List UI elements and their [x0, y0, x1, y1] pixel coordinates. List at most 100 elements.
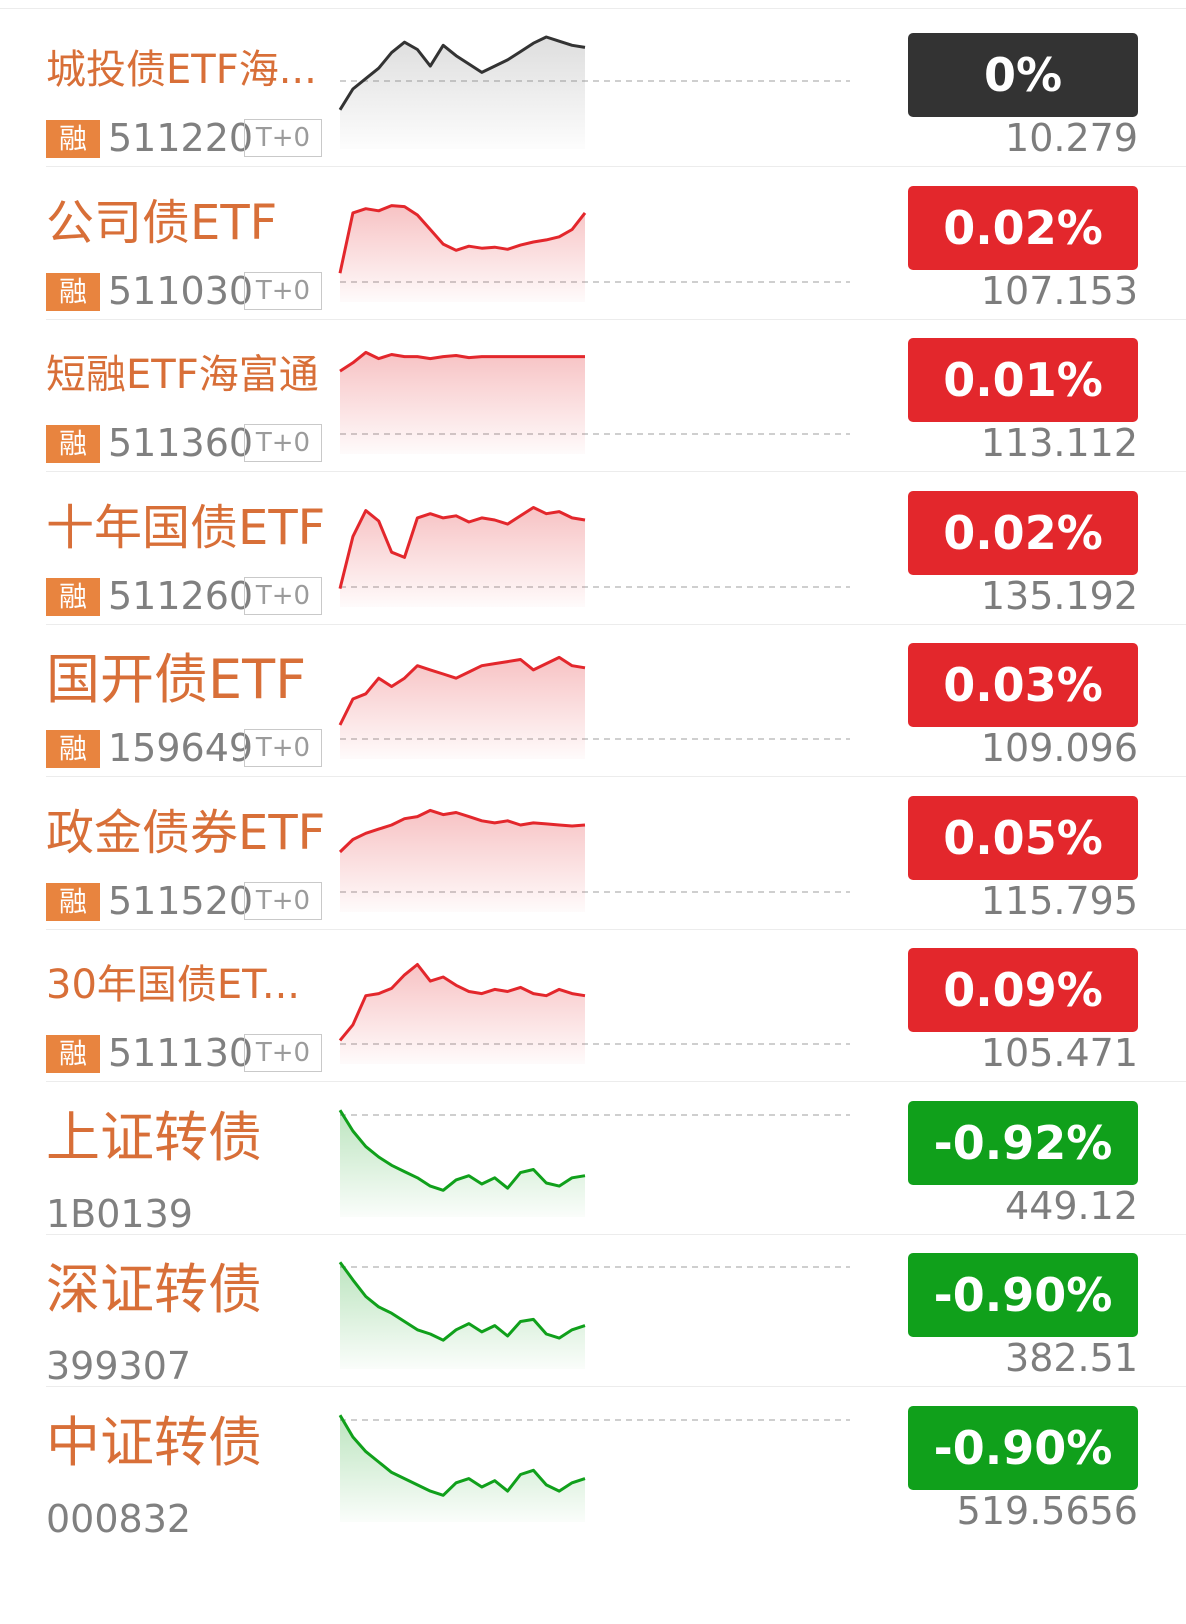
last-price: 382.51 — [1005, 1336, 1138, 1380]
quote-row[interactable]: 政金债券ETF 融 511520 T+0 0.05% 115.795 — [0, 772, 1186, 930]
sparkline-area — [340, 1262, 585, 1369]
quote-row[interactable]: 国开债ETF 融 159649 T+0 0.03% 109.096 — [0, 619, 1186, 777]
intraday-sparkline — [338, 203, 850, 302]
quote-row[interactable]: 深证转债 399307 -0.90% 382.51 — [0, 1229, 1186, 1388]
row-divider — [46, 1386, 1186, 1387]
row-divider — [46, 623, 1186, 625]
sparkline-line — [338, 505, 586, 589]
change-percent-badge[interactable]: 0.02% — [908, 490, 1138, 575]
t-plus-zero-badge: T+0 — [244, 576, 322, 615]
change-percent-badge[interactable]: 0.02% — [908, 185, 1138, 270]
sparkline-area — [340, 964, 585, 1064]
intraday-sparkline — [338, 1413, 850, 1522]
fund-name: 政金债券ETF — [46, 804, 326, 861]
index-code: 399307 — [46, 1344, 192, 1388]
margin-badge: 融 — [46, 730, 100, 768]
last-price: 135.192 — [980, 573, 1138, 618]
change-percent-badge[interactable]: 0.01% — [908, 338, 1138, 422]
intraday-sparkline — [338, 505, 850, 607]
row-divider — [46, 1233, 1186, 1235]
last-price: 109.096 — [980, 726, 1138, 770]
margin-badge: 融 — [46, 882, 100, 921]
fund-name: 上证转债 — [46, 1105, 262, 1169]
change-percent-badge[interactable]: 0% — [908, 33, 1138, 117]
sparkline-line — [338, 1413, 586, 1497]
intraday-sparkline — [338, 1261, 850, 1369]
change-percent-badge[interactable]: 0.09% — [908, 948, 1138, 1032]
row-divider — [46, 928, 1186, 930]
row-divider — [46, 166, 1186, 167]
intraday-sparkline — [338, 963, 850, 1064]
row-divider — [46, 318, 1186, 320]
sparkline-line — [338, 35, 586, 111]
fund-code: 511520 — [108, 878, 254, 923]
change-percent-badge[interactable]: -0.90% — [908, 1405, 1138, 1490]
index-code: 000832 — [46, 1496, 192, 1541]
fund-name: 中证转债 — [46, 1410, 262, 1474]
change-percent-badge[interactable]: -0.92% — [908, 1100, 1138, 1185]
sparkline-area — [340, 1109, 585, 1217]
fund-name: 公司债ETF — [46, 194, 278, 251]
last-price: 105.471 — [980, 1031, 1138, 1075]
sparkline-area — [340, 37, 585, 149]
t-plus-zero-badge: T+0 — [244, 729, 322, 767]
fund-code: 511260 — [108, 573, 254, 618]
margin-badge: 融 — [46, 120, 100, 158]
sparkline-area — [340, 809, 585, 912]
fund-code: 159649 — [108, 726, 254, 770]
row-divider — [46, 776, 1186, 777]
t-plus-zero-badge: T+0 — [244, 881, 322, 920]
intraday-sparkline — [338, 655, 850, 759]
fund-name: 深证转债 — [46, 1258, 262, 1321]
margin-badge: 融 — [46, 1035, 100, 1073]
intraday-sparkline — [338, 808, 850, 912]
sparkline-area — [340, 205, 585, 302]
intraday-sparkline — [338, 1108, 850, 1217]
margin-badge: 融 — [46, 577, 100, 616]
change-percent-badge[interactable]: 0.05% — [908, 795, 1138, 880]
sparkline-line — [338, 1108, 586, 1192]
margin-badge: 融 — [46, 272, 100, 311]
quote-row[interactable]: 十年国债ETF 融 511260 T+0 0.02% 135.192 — [0, 467, 1186, 625]
fund-code: 511360 — [108, 421, 254, 465]
fund-code: 511130 — [108, 1031, 254, 1075]
fund-name: 30年国债ET... — [46, 962, 301, 1008]
last-price: 519.5656 — [956, 1488, 1138, 1533]
quote-row[interactable]: 短融ETF海富通融 511360 T+0 0.01% 113.112 — [0, 314, 1186, 472]
change-percent-badge[interactable]: -0.90% — [908, 1253, 1138, 1337]
fund-name: 国开债ETF — [46, 648, 307, 711]
quote-row[interactable]: 公司债ETF 融 511030 T+0 0.02% 107.153 — [0, 162, 1186, 320]
quote-row[interactable]: 30年国债ET... 融 511130 T+0 0.09% 105.471 — [0, 924, 1186, 1082]
intraday-sparkline — [339, 350, 850, 454]
t-plus-zero-badge: T+0 — [244, 424, 322, 462]
fund-code: 511030 — [108, 268, 254, 313]
sparkline-area — [340, 657, 585, 759]
row-divider — [46, 1081, 1186, 1082]
last-price: 107.153 — [980, 268, 1138, 313]
sparkline-line — [338, 655, 586, 726]
last-price: 449.12 — [1005, 1183, 1138, 1228]
sparkline-line — [338, 808, 586, 853]
quote-row[interactable]: 上证转债 1B0139 -0.92% 449.12 — [0, 1077, 1186, 1236]
quote-row[interactable]: 中证转债 000832 -0.90% 519.5656 — [0, 1382, 1186, 1541]
change-percent-badge[interactable]: 0.03% — [908, 643, 1138, 727]
sparkline-line — [338, 1261, 586, 1342]
sparkline-line — [338, 203, 587, 274]
fund-code: 511220 — [108, 116, 254, 160]
last-price: 115.795 — [980, 878, 1138, 923]
t-plus-zero-badge: T+0 — [244, 119, 322, 157]
sparkline-area — [340, 352, 585, 454]
t-plus-zero-badge: T+0 — [244, 271, 322, 310]
fund-name: 短融ETF海富通 — [46, 352, 319, 398]
last-price: 10.279 — [1005, 116, 1138, 160]
index-code: 1B0139 — [46, 1191, 193, 1236]
fund-name: 城投债ETF海... — [46, 47, 317, 93]
sparkline-line — [339, 350, 585, 373]
quote-row[interactable]: 城投债ETF海... 融 511220 T+0 0% 10.279 — [0, 9, 1186, 167]
last-price: 113.112 — [980, 421, 1138, 465]
sparkline-area — [340, 507, 585, 607]
sparkline-area — [340, 1414, 585, 1522]
margin-badge: 融 — [46, 425, 100, 463]
fund-name: 十年国债ETF — [46, 499, 326, 556]
sparkline-line — [338, 963, 586, 1042]
